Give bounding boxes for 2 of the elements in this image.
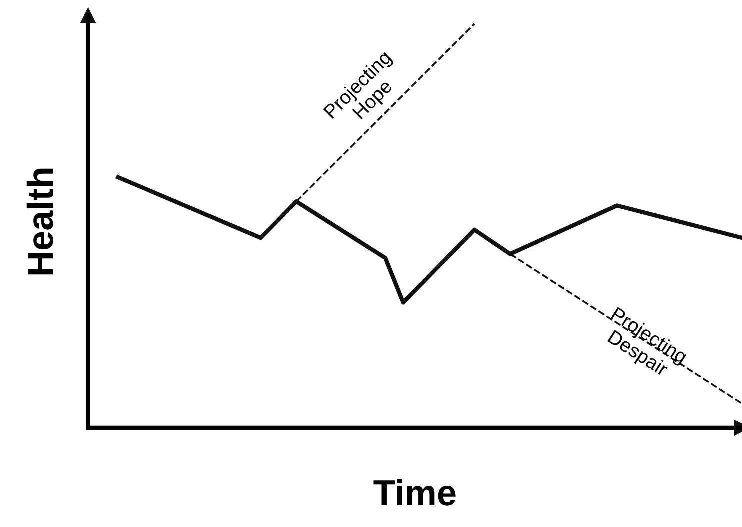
x-axis-title: Time	[374, 479, 456, 506]
y-axis-title: Health	[26, 168, 54, 275]
